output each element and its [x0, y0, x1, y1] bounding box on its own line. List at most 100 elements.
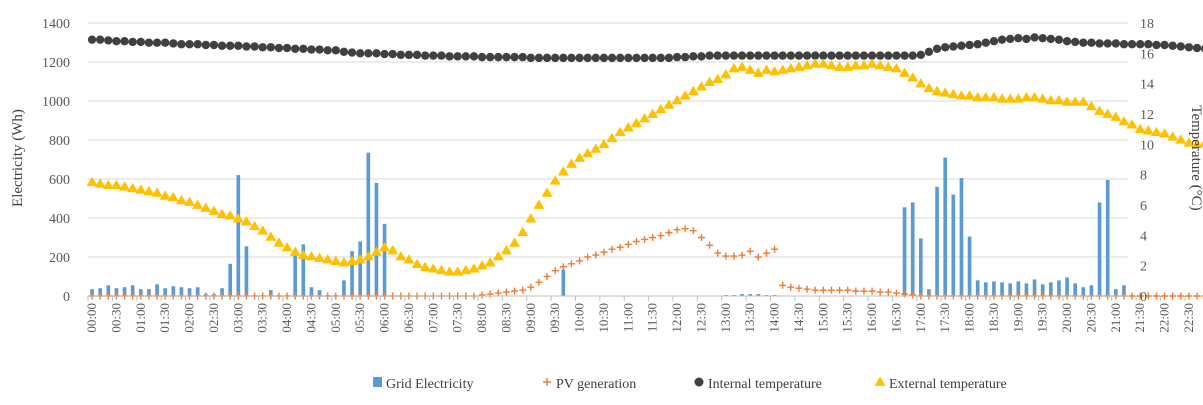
legend-circle-marker	[694, 377, 704, 387]
x-tick-label: 05:00	[328, 303, 343, 333]
x-tick-label: 10:00	[572, 303, 587, 333]
pv-generation-point	[762, 249, 770, 257]
internal-temperature-point	[1103, 39, 1112, 48]
internal-temperature-point	[997, 35, 1007, 44]
external-temperature-point	[127, 182, 139, 193]
internal-temperature-point	[859, 51, 869, 60]
internal-temperature-point	[461, 52, 471, 61]
internal-temperature-point	[770, 51, 779, 60]
x-tick-label: 04:00	[279, 303, 294, 333]
x-tick-label: 07:30	[450, 303, 465, 333]
internal-temperature-point	[364, 49, 373, 58]
grid-electricity-bar	[220, 288, 224, 296]
external-temperature-point	[671, 94, 683, 105]
grid-electricity-bar	[1097, 202, 1102, 296]
external-temperature-point	[647, 108, 659, 118]
grid-electricity-bar	[130, 285, 135, 296]
grid-electricity-bar	[122, 287, 127, 296]
pv-generation-point	[779, 281, 787, 289]
external-temperature-point	[273, 237, 285, 247]
grid-electricity-bar	[959, 178, 964, 296]
internal-temperature-point	[429, 51, 438, 60]
external-temperature-point	[801, 59, 813, 70]
internal-temperature-point	[721, 51, 731, 60]
right-tick-label: 14	[1140, 78, 1154, 93]
internal-temperature-point	[1095, 39, 1104, 48]
left-tick-label: 1200	[42, 56, 70, 71]
internal-temperature-point	[867, 51, 877, 60]
external-temperature-point	[923, 82, 935, 93]
left-tick-label: 1400	[42, 17, 70, 32]
internal-temperature-point	[957, 41, 966, 50]
external-temperature-point	[151, 187, 163, 197]
internal-temperature-point	[372, 49, 381, 58]
pv-generation-point	[632, 237, 640, 245]
internal-temperature-point	[1144, 40, 1153, 49]
grid-electricity-bar	[1073, 283, 1078, 296]
grid-electricity-bar	[1065, 277, 1069, 296]
grid-electricity-bar	[967, 236, 972, 296]
internal-temperature-point	[258, 43, 267, 52]
external-temperature-point	[500, 245, 512, 255]
pv-generation-point	[884, 288, 892, 296]
x-tick-label: 09:30	[547, 303, 562, 333]
grid-electricity-bar	[244, 246, 249, 296]
legend-label: PV generation	[556, 377, 636, 392]
internal-temperature-point	[697, 52, 706, 61]
internal-temperature-point	[477, 52, 487, 62]
external-temperature-point	[825, 59, 837, 70]
grid-electricity-bar	[228, 263, 233, 296]
external-temperature-point	[387, 245, 399, 255]
external-temperature-point	[1118, 116, 1130, 126]
internal-temperature-point	[1022, 34, 1031, 44]
x-tick-label: 21:30	[1132, 303, 1147, 333]
external-temperature-point	[858, 59, 870, 70]
external-temperature-point	[1045, 94, 1057, 105]
external-temperature-point	[1085, 100, 1097, 111]
left-tick-label: 800	[49, 134, 70, 149]
external-temperature-point	[996, 93, 1008, 103]
external-temperature-point	[606, 132, 618, 143]
internal-temperature-point	[705, 51, 714, 60]
internal-temperature-point	[404, 50, 414, 60]
internal-temperature-point	[136, 37, 146, 47]
x-tick-label: 03:00	[230, 303, 245, 333]
grid-electricity-bar	[918, 238, 923, 296]
external-temperature-point	[1077, 96, 1089, 106]
pv-generation-point	[641, 235, 649, 243]
external-temperature-point	[509, 237, 521, 247]
grid-electricity-bar	[1122, 285, 1126, 296]
grid-electricity-bar	[910, 202, 915, 296]
pv-generation-point	[1193, 292, 1201, 300]
external-temperature-point	[769, 66, 781, 76]
internal-temperature-point	[802, 51, 812, 60]
external-temperature-point	[939, 87, 951, 97]
external-temperature-point	[582, 147, 594, 158]
external-temperature-point	[760, 64, 772, 74]
external-temperature-point	[1159, 128, 1171, 138]
legend-label: Grid Electricity	[386, 377, 473, 392]
internal-temperature-point	[916, 50, 926, 60]
external-temperature-point	[972, 91, 984, 102]
internal-temperature-point	[827, 51, 836, 60]
external-temperature-point	[834, 61, 846, 71]
right-tick-label: 12	[1140, 108, 1154, 123]
pv-generation-point	[860, 287, 868, 295]
x-tick-label: 04:30	[303, 303, 318, 333]
internal-temperature-point	[355, 49, 365, 58]
legend: Grid Electricity PV generation Internal te…	[373, 376, 1007, 392]
external-temperature-point	[1094, 105, 1106, 115]
x-tick-label: 18:30	[986, 303, 1001, 333]
internal-temperature-point	[152, 38, 162, 47]
external-temperature-point	[435, 264, 447, 275]
external-temperature-point	[980, 91, 992, 102]
right-axis-title: Temperature (°C)	[1188, 105, 1203, 210]
external-temperature-point	[1199, 141, 1203, 147]
pv-generation-point	[478, 291, 486, 299]
pv-generation-point	[1136, 292, 1144, 300]
internal-temperature-point	[518, 52, 527, 62]
x-tick-label: 08:30	[498, 303, 513, 333]
gridlines	[88, 22, 1128, 258]
pv-generation-point	[795, 284, 803, 292]
